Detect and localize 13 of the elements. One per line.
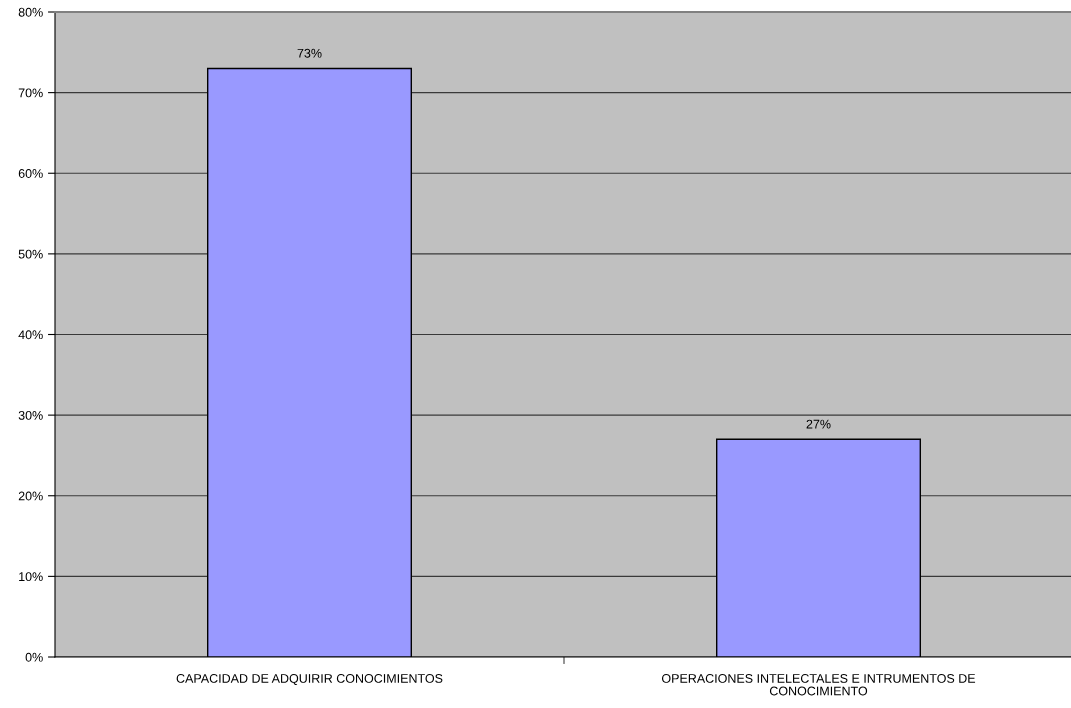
x-tick-label: CAPACIDAD DE ADQUIRIR CONOCIMIENTOS [176,674,443,686]
y-tick-label: 40% [18,330,43,340]
y-tick-label: 20% [18,491,43,501]
x-tick-label: OPERACIONES INTELECTALES E INTRUMENTOS DE CONOCIMIENTO [662,674,976,696]
y-tick-label: 30% [18,410,43,420]
y-tick-label: 70% [18,88,43,98]
y-tick-label: 50% [18,249,43,259]
y-tick-label: 0% [25,652,43,662]
data-label: 27% [806,419,831,429]
y-tick-label: 10% [19,572,43,582]
y-tick-label: 80% [18,7,43,17]
y-tick-label: 60% [18,169,43,178]
data-label: 73% [297,48,322,58]
